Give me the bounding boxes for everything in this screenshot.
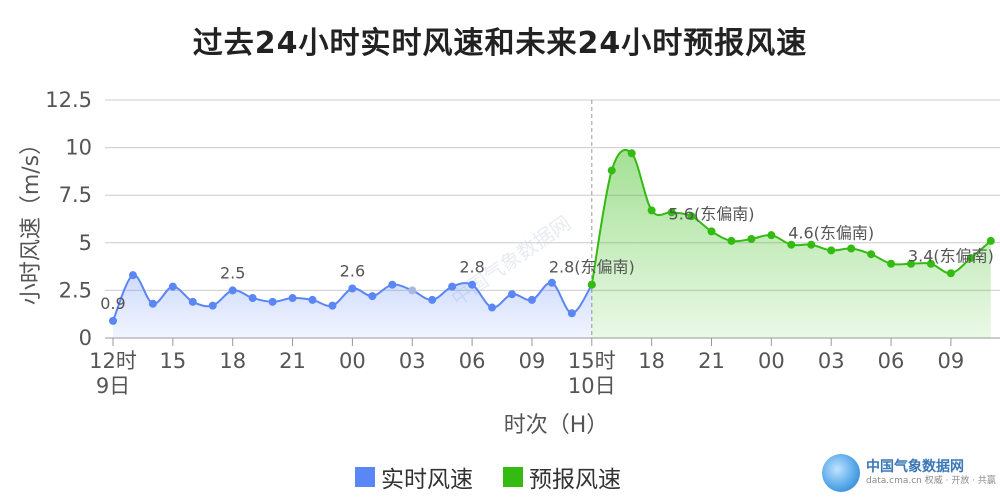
series-points [109,149,995,325]
point-forecast [887,259,896,268]
point-forecast [907,259,915,268]
point-forecast [787,240,796,249]
point-forecast [946,269,955,278]
point-forecast [627,149,636,158]
x-tick-sublabel: 9日 [96,374,130,398]
point-realtime [348,284,357,293]
legend: 实时风速 预报风速 [355,460,651,494]
cma-logo-icon [822,454,860,492]
point-realtime [328,301,337,310]
x-axis-title: 时次（H） [504,413,609,438]
data-label-forecast: 4.6(东偏南) [788,223,874,242]
point-realtime [527,295,536,304]
point-realtime [208,301,217,310]
x-tick-label: 03 [399,349,426,373]
x-tick-label: 09 [938,349,965,373]
x-tick-label: 00 [339,349,366,373]
x-tick-label: 15 [159,349,186,373]
point-realtime [168,282,177,291]
y-axis-title: 小时风速（m/s） [19,133,44,305]
y-tick-label: 5 [79,231,92,255]
point-realtime [428,295,437,304]
point-realtime [148,299,157,308]
brand-sub: data.cma.cn 权威 · 开放 · 共赢 [866,476,996,486]
point-realtime [248,294,257,303]
point-forecast [647,206,656,215]
point-realtime [488,303,497,312]
legend-swatch-realtime [355,467,375,487]
point-forecast [607,166,616,175]
point-realtime [228,286,237,295]
point-forecast [827,246,836,255]
point-realtime [567,309,576,318]
chart-title: 过去24小时实时风速和未来24小时预报风速 [192,26,808,61]
x-tick-label: 18 [638,349,665,373]
point-realtime [388,280,397,289]
data-labels: 0.9 2.5 2.6 2.8 2.8(东偏南) 5.6(东偏南) 4.6(东偏南) 3.4(… [100,204,994,312]
data-label-realtime: 2.6 [340,261,365,280]
point-forecast [687,212,696,221]
y-tick-label: 7.5 [59,183,92,207]
point-realtime [128,271,137,280]
data-label-forecast: 5.6(东偏南) [669,204,755,223]
x-tick-sublabel: 10日 [568,374,616,398]
area-forecast [591,149,991,338]
point-realtime [368,292,377,301]
point-realtime [508,290,516,299]
x-tick-label: 09 [519,349,546,373]
x-tick-label: 18 [219,349,246,373]
x-tick-label: 21 [279,349,306,373]
point-forecast [986,236,995,245]
point-forecast [926,259,935,268]
point-forecast [807,240,816,249]
legend-swatch-forecast [503,467,523,487]
point-realtime [308,295,317,304]
point-realtime [408,286,417,295]
x-tick-label: 15时 [568,349,616,373]
point-realtime [288,294,297,303]
point-forecast [707,227,716,236]
legend-item-forecast[interactable]: 预报风速 [503,460,621,494]
data-label-realtime: 2.8(东偏南) [549,258,635,277]
data-label-realtime: 2.8 [459,258,484,277]
data-label-forecast: 3.4(东偏南) [908,246,994,265]
point-forecast [727,236,736,245]
point-realtime [188,297,197,306]
point-forecast [966,254,975,263]
legend-label-forecast: 预报风速 [529,467,621,493]
point-forecast [587,280,596,289]
x-tick-label: 03 [818,349,845,373]
point-realtime [547,278,556,287]
point-forecast [867,250,876,259]
point-realtime [448,282,457,291]
point-realtime [109,316,117,325]
x-tick-label: 06 [878,349,905,373]
series-areas [113,149,991,338]
legend-label-realtime: 实时风速 [381,467,473,493]
point-forecast [667,208,676,217]
data-label-realtime: 2.5 [220,263,245,282]
x-tick-label: 00 [758,349,785,373]
x-tick-label: 06 [459,349,486,373]
area-realtime [113,274,592,338]
legend-item-realtime[interactable]: 实时风速 [355,460,473,494]
x-tick-label: 12时 [89,349,137,373]
point-forecast [747,234,756,243]
y-tick-label: 12.5 [45,88,92,112]
point-realtime [468,280,477,289]
y-tick-label: 10 [65,136,92,160]
y-tick-label: 2.5 [59,278,92,302]
brand-logo: 中国气象数据网 data.cma.cn 权威 · 开放 · 共赢 [822,454,996,492]
point-forecast [767,231,776,240]
data-label-realtime: 0.9 [100,294,125,313]
brand-name: 中国气象数据网 [866,459,964,475]
y-tick-label: 0 [79,326,92,350]
point-forecast [847,244,856,253]
x-tick-label: 21 [698,349,725,373]
point-realtime [268,297,277,306]
